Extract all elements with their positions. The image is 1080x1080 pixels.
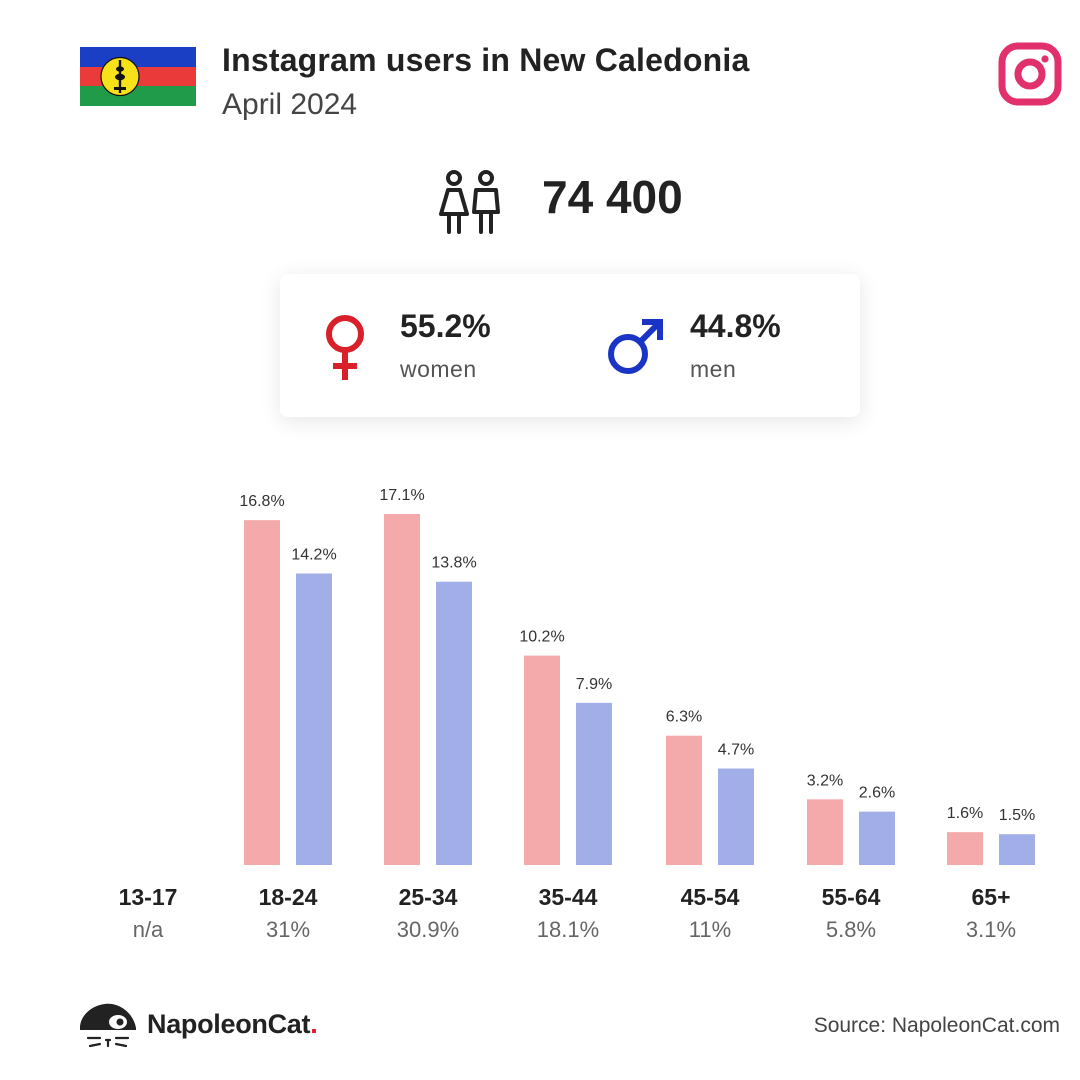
source-credit: Source: NapoleonCat.com [813, 1014, 1060, 1037]
data-label-men-35-44: 7.9% [576, 676, 612, 693]
age-total-13-17: n/a [132, 917, 164, 942]
age-total-25-34: 30.9% [396, 917, 460, 942]
bar-men-18-24 [296, 573, 332, 865]
data-label-men-45-54: 4.7% [718, 742, 754, 759]
age-label-65-plus: 65+ [971, 884, 1011, 910]
age-label-45-54: 45-54 [680, 884, 740, 910]
men-percentage: 44.8% [690, 308, 781, 344]
page-subtitle: April 2024 [222, 88, 358, 121]
bar-women-35-44 [524, 655, 560, 865]
age-label-13-17: 13-17 [118, 884, 178, 910]
bar-women-45-54 [666, 735, 702, 865]
data-label-women-55-64: 3.2% [807, 772, 843, 789]
bar-men-55-64 [859, 811, 895, 865]
bar-women-55-64 [807, 799, 843, 865]
age-label-35-44: 35-44 [538, 884, 598, 910]
bar-women-18-24 [244, 520, 280, 865]
age-gender-bar-chart: 16.8% 14.2% 17.1% 13.8% 10.2% 7.9% 6.3% 4.7% 3.2… [239, 487, 1035, 865]
bar-men-65-plus [999, 834, 1035, 865]
new-caledonia-flag [80, 47, 196, 106]
age-total-55-64: 5.8% [825, 917, 877, 942]
bar-men-45-54 [718, 768, 754, 865]
age-total-45-54: 11% [688, 917, 732, 942]
bar-women-65-plus [947, 832, 983, 865]
brand-name: NapoleonCat. [147, 1009, 318, 1039]
male-symbol-icon [608, 319, 663, 374]
men-label: men [690, 356, 737, 382]
data-label-men-65-plus: 1.5% [999, 807, 1035, 824]
page-title: Instagram users in New Caledonia [222, 42, 750, 78]
age-total-35-44: 18.1% [536, 917, 600, 942]
gender-split-card: 55.2% women 44.8% men [280, 274, 860, 417]
age-label-25-34: 25-34 [398, 884, 458, 910]
brand-dot: . [310, 1009, 318, 1039]
bar-women-25-34 [384, 514, 420, 865]
data-label-men-25-34: 13.8% [431, 555, 476, 572]
data-label-women-45-54: 6.3% [666, 709, 702, 726]
data-label-women-25-34: 17.1% [379, 487, 424, 504]
age-label-55-64: 55-64 [821, 884, 881, 910]
age-label-18-24: 18-24 [258, 884, 318, 910]
data-label-women-65-plus: 1.6% [947, 805, 983, 822]
data-label-men-55-64: 2.6% [859, 785, 895, 802]
bar-men-35-44 [576, 702, 612, 865]
age-total-65-plus: 3.1% [965, 917, 1017, 942]
data-label-women-35-44: 10.2% [519, 629, 564, 646]
data-label-women-18-24: 16.8% [239, 493, 284, 510]
women-label: women [400, 356, 477, 382]
age-total-18-24: 31% [265, 917, 311, 942]
total-users-value: 74 400 [542, 171, 683, 223]
bar-men-25-34 [436, 581, 472, 865]
users-icon [439, 170, 500, 234]
instagram-icon [998, 42, 1062, 106]
napoleoncat-logo-icon [80, 1003, 136, 1048]
data-label-men-18-24: 14.2% [291, 547, 336, 564]
women-percentage: 55.2% [400, 308, 491, 344]
female-symbol-icon [326, 315, 364, 380]
